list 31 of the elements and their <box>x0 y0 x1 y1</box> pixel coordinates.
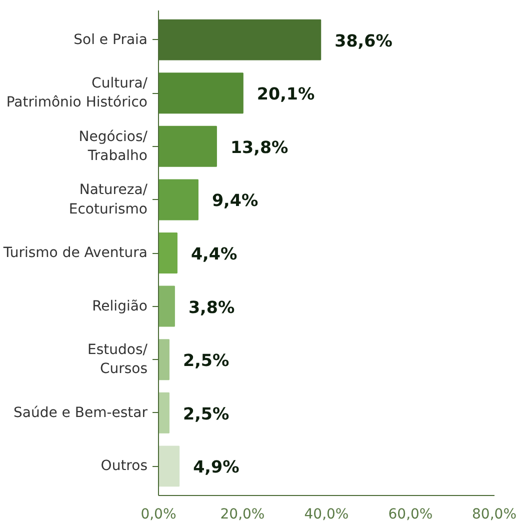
y-tick-label: Cultura/ Patrimônio Histórico <box>6 76 148 111</box>
bar <box>158 232 178 274</box>
y-tick-label: Outros <box>100 458 148 474</box>
bar <box>158 179 198 220</box>
data-label: 4,4% <box>190 244 238 264</box>
data-label: 3,8% <box>188 298 235 317</box>
y-tick-label: Negócios/ Trabalho <box>78 128 148 164</box>
data-label: 13,8% <box>230 138 289 157</box>
y-tick-label: Turismo de Aventura <box>2 245 148 261</box>
y-tick-label: Religião <box>92 298 148 314</box>
y-tick-label: Saúde e Bem-estar <box>14 404 148 421</box>
data-label: 20,1% <box>256 84 316 104</box>
data-label: 38,6% <box>334 31 393 50</box>
bar <box>158 446 180 487</box>
data-label: 4,9% <box>193 458 240 477</box>
x-tick-label: 40,0% <box>304 506 349 522</box>
y-tick-label: Estudos/ Cursos <box>88 342 148 378</box>
data-label: 2,5% <box>183 404 230 424</box>
x-tick-label: 0,0% <box>140 506 176 522</box>
bar <box>158 392 170 434</box>
bar <box>158 72 244 114</box>
bar <box>158 339 170 380</box>
y-tick-label: Sol e Praia <box>74 32 148 48</box>
y-tick-label: Natureza/ Ecoturismo <box>68 182 148 218</box>
bar <box>158 126 217 167</box>
data-label: 2,5% <box>183 351 230 370</box>
bar <box>158 286 175 327</box>
x-tick-label: 80,0% <box>472 506 517 522</box>
x-tick-label: 60,0% <box>388 506 433 522</box>
x-tick-label: 20,0% <box>220 506 265 522</box>
data-label: 9,4% <box>212 191 258 210</box>
